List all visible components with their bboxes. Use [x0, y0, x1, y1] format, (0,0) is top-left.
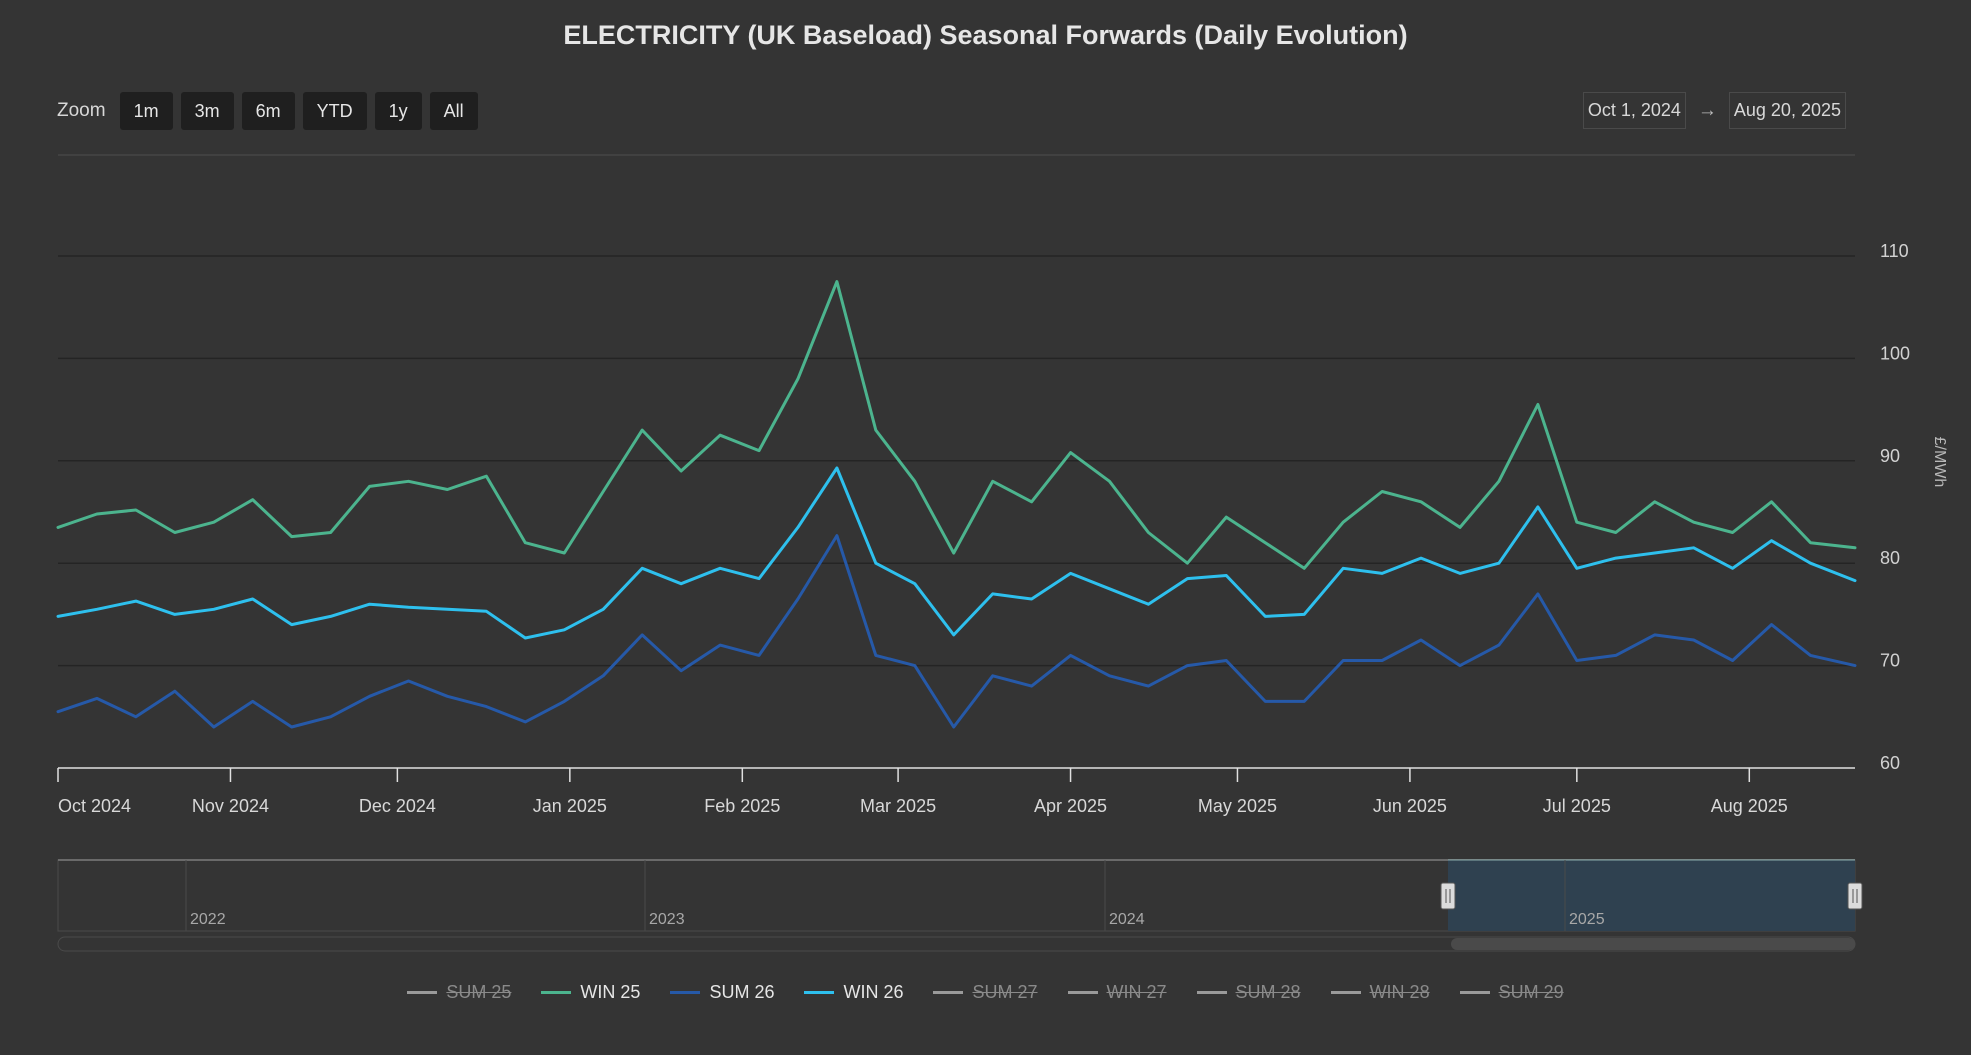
legend-swatch — [1196, 991, 1227, 994]
legend-item-win-25[interactable]: WIN 25 — [541, 982, 640, 1003]
x-tick-label: Mar 2025 — [860, 796, 936, 816]
legend-swatch — [541, 991, 572, 994]
zoom-controls: Zoom 1m 3m 6m YTD 1y All — [57, 92, 478, 130]
chart-title: ELECTRICITY (UK Baseload) Seasonal Forwa… — [563, 20, 1408, 50]
x-tick-label: Feb 2025 — [704, 796, 780, 816]
y-tick-label: 70 — [1880, 651, 1900, 671]
scrollbar-thumb[interactable] — [1451, 938, 1855, 950]
legend-item-win-26[interactable]: WIN 26 — [804, 982, 903, 1003]
legend-label: SUM 26 — [709, 982, 775, 1002]
legend-label: SUM 29 — [1498, 982, 1564, 1002]
navigator-selection — [1448, 860, 1855, 931]
zoom-ytd-button[interactable]: YTD — [302, 92, 367, 130]
legend-item-sum-25[interactable]: SUM 25 — [407, 982, 511, 1003]
x-tick-label: Oct 2024 — [58, 796, 131, 816]
x-tick-label: May 2025 — [1198, 796, 1277, 816]
legend-item-win-27[interactable]: WIN 27 — [1067, 982, 1167, 1003]
navigator-year-label: 2023 — [649, 911, 685, 928]
zoom-3m-button[interactable]: 3m — [180, 92, 234, 130]
legend-swatch — [804, 991, 835, 994]
legend-label: WIN 28 — [1369, 982, 1430, 1002]
navigator-handle[interactable] — [1440, 882, 1456, 910]
legend-item-win-28[interactable]: WIN 28 — [1330, 982, 1430, 1003]
range-to-input[interactable]: Aug 20, 2025 — [1728, 92, 1846, 129]
zoom-1y-button[interactable]: 1y — [374, 92, 422, 130]
y-tick-label: 110 — [1880, 241, 1909, 261]
x-tick-label: Aug 2025 — [1711, 796, 1788, 816]
range-arrow-icon: → — [1697, 99, 1717, 121]
range-from-input[interactable]: Oct 1, 2024 — [1582, 92, 1686, 129]
legend-label: SUM 27 — [972, 982, 1038, 1002]
y-axis-title: £/MWh — [1931, 437, 1948, 488]
zoom-label: Zoom — [57, 100, 106, 121]
x-tick-label: Jan 2025 — [533, 796, 607, 816]
legend-swatch — [1330, 991, 1361, 994]
legend-item-sum-27[interactable]: SUM 27 — [933, 982, 1038, 1003]
y-tick-label: 90 — [1880, 446, 1900, 466]
legend-label: SUM 28 — [1235, 982, 1301, 1002]
navigator-year-label: 2022 — [190, 911, 226, 928]
legend-item-sum-29[interactable]: SUM 29 — [1459, 982, 1564, 1003]
zoom-1m-button[interactable]: 1m — [119, 92, 173, 130]
legend-label: SUM 25 — [446, 982, 512, 1002]
legend: SUM 25 WIN 25 SUM 26 WIN 26 SUM 27 WIN 2… — [0, 982, 1971, 1003]
navigator-year-label: 2025 — [1569, 911, 1605, 928]
series-line-win-26 — [56, 466, 1857, 640]
y-tick-label: 60 — [1880, 753, 1900, 773]
legend-swatch — [1459, 991, 1490, 994]
navigator-handle[interactable] — [1847, 882, 1863, 910]
zoom-6m-button[interactable]: 6m — [241, 92, 295, 130]
legend-swatch — [1067, 991, 1098, 994]
date-range: Oct 1, 2024 → Aug 20, 2025 — [1582, 92, 1846, 129]
legend-swatch — [933, 991, 964, 994]
series-line-win-25 — [56, 280, 1857, 570]
series-line-sum-26 — [56, 534, 1857, 729]
zoom-all-button[interactable]: All — [429, 92, 478, 130]
legend-item-sum-28[interactable]: SUM 28 — [1196, 982, 1301, 1003]
legend-label: WIN 26 — [843, 982, 904, 1002]
legend-swatch — [670, 991, 701, 994]
y-tick-label: 100 — [1880, 343, 1910, 363]
legend-label: WIN 27 — [1106, 982, 1167, 1002]
legend-label: WIN 25 — [580, 982, 641, 1002]
x-tick-label: Jul 2025 — [1543, 796, 1611, 816]
x-tick-label: Dec 2024 — [359, 796, 436, 816]
legend-swatch — [407, 991, 438, 994]
x-tick-label: Apr 2025 — [1034, 796, 1107, 816]
navigator-year-label: 2024 — [1109, 911, 1145, 928]
y-tick-label: 80 — [1880, 548, 1900, 568]
x-tick-label: Nov 2024 — [192, 796, 269, 816]
x-tick-label: Jun 2025 — [1373, 796, 1447, 816]
legend-item-sum-26[interactable]: SUM 26 — [670, 982, 774, 1003]
